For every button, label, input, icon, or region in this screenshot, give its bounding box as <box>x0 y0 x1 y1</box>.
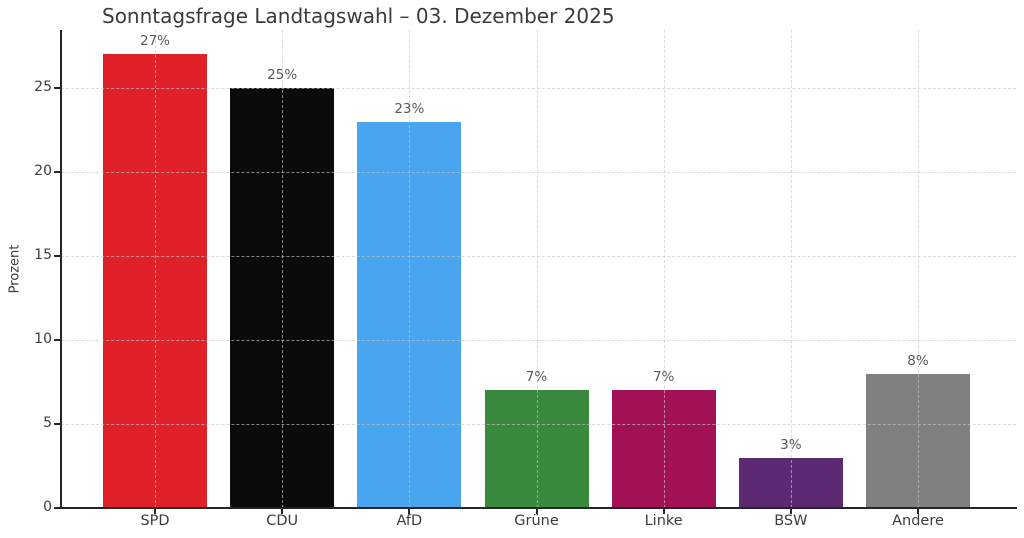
vertical-gridline <box>663 30 665 508</box>
x-tick-mark <box>408 509 411 514</box>
y-tick-mark <box>54 423 60 425</box>
x-tick-mark <box>789 509 792 514</box>
horizontal-gridline <box>61 340 1016 341</box>
bar-value-label: 27% <box>139 33 170 50</box>
vertical-gridline <box>282 30 284 508</box>
y-tick-mark <box>54 171 60 173</box>
x-tick-label: Andere <box>892 513 944 529</box>
x-tick-mark <box>662 509 665 514</box>
chart-title: Sonntagsfrage Landtagswahl – 03. Dezembe… <box>102 4 615 28</box>
bar-value-label: 3% <box>780 436 802 453</box>
bar-value-label: 25% <box>267 67 298 83</box>
bar-value-label: 23% <box>394 100 425 117</box>
horizontal-gridline <box>61 256 1016 257</box>
x-tick-label: AfD <box>396 513 423 529</box>
x-tick-label: Linke <box>644 513 683 529</box>
vertical-gridline <box>918 30 919 508</box>
y-tick-mark <box>54 87 60 89</box>
x-tick-mark <box>281 509 284 514</box>
vertical-gridline <box>536 30 538 508</box>
x-axis-spine <box>60 507 1017 509</box>
y-tick-mark <box>54 339 60 341</box>
y-tick-label: 5 <box>43 415 52 431</box>
vertical-gridline <box>790 30 792 508</box>
x-tick-label: Grüne <box>514 513 559 529</box>
y-tick-label: 0 <box>43 499 52 515</box>
x-tick-mark <box>917 509 919 514</box>
y-tick-label: 25 <box>34 79 52 95</box>
vertical-gridline <box>409 30 411 508</box>
y-axis-spine <box>60 30 62 509</box>
x-tick-label: CDU <box>266 513 299 529</box>
horizontal-gridline <box>61 424 1016 425</box>
y-tick-label: 15 <box>34 247 52 263</box>
y-tick-mark <box>54 255 60 257</box>
y-tick-label: 20 <box>34 163 52 179</box>
y-tick-label: 10 <box>34 331 52 347</box>
x-tick-label: BSW <box>774 513 808 529</box>
x-tick-mark <box>154 509 156 514</box>
horizontal-gridline <box>61 88 1016 89</box>
vertical-gridline <box>155 30 156 508</box>
y-tick-mark <box>54 507 60 509</box>
horizontal-gridline <box>61 172 1016 173</box>
x-tick-label: SPD <box>140 513 170 529</box>
bar-value-label: 7% <box>525 369 548 386</box>
bar-value-label: 8% <box>907 352 929 369</box>
bar-value-label: 7% <box>652 369 675 386</box>
x-tick-mark <box>535 509 538 514</box>
